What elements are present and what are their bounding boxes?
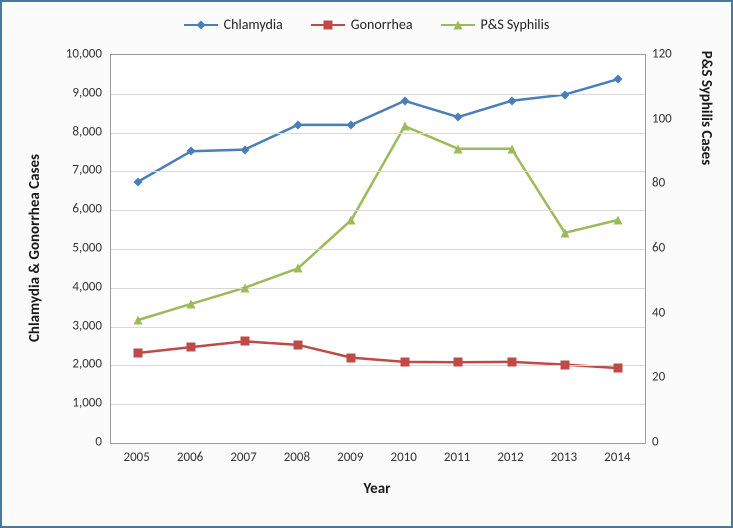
x-tick: 2006 (177, 450, 203, 465)
marker-syphilis (614, 210, 623, 229)
marker-gonorrhea (187, 338, 196, 357)
marker-chlamydia (454, 108, 463, 127)
marker-chlamydia (614, 70, 623, 89)
legend-label: Gonorrhea (351, 16, 413, 33)
y-left-tick: 8,000 (52, 124, 102, 139)
y-right-tick: 20 (652, 370, 665, 385)
chart-frame: Chlamydia Gonorrhea P&S Syphilis Chlamydia… (0, 0, 733, 528)
marker-gonorrhea (240, 332, 249, 351)
y-right-tick: 40 (652, 305, 665, 320)
y-left-tick: 10,000 (52, 47, 102, 62)
plot-area (110, 54, 646, 444)
series-line-gonorrhea (138, 341, 619, 368)
marker-chlamydia (133, 172, 142, 191)
y-left-tick: 4,000 (52, 279, 102, 294)
marker-gonorrhea (133, 343, 142, 362)
marker-chlamydia (560, 85, 569, 104)
legend-item-gonorrhea: Gonorrhea (311, 16, 413, 33)
marker-syphilis (507, 139, 516, 158)
marker-chlamydia (400, 91, 409, 110)
y-left-title: Chlamydia & Gonorrhea Cases (26, 138, 44, 358)
y-right-tick: 120 (652, 47, 672, 62)
marker-syphilis (133, 311, 142, 330)
marker-chlamydia (347, 115, 356, 134)
legend-item-chlamydia: Chlamydia (184, 16, 283, 33)
x-tick: 2010 (391, 450, 417, 465)
y-left-tick: 6,000 (52, 202, 102, 217)
marker-gonorrhea (560, 355, 569, 374)
marker-syphilis (347, 210, 356, 229)
legend-item-syphilis: P&S Syphilis (441, 16, 550, 33)
legend-label: P&S Syphilis (481, 16, 550, 33)
x-tick: 2012 (497, 450, 523, 465)
marker-chlamydia (507, 91, 516, 110)
y-right-title: P&S Syphilis Cases (697, 38, 715, 178)
y-left-tick: 0 (52, 435, 102, 450)
marker-syphilis (240, 278, 249, 297)
y-left-tick: 7,000 (52, 163, 102, 178)
y-right-tick: 60 (652, 241, 665, 256)
marker-syphilis (560, 223, 569, 242)
legend-label: Chlamydia (224, 16, 283, 33)
y-right-tick: 100 (652, 111, 672, 126)
marker-syphilis (454, 139, 463, 158)
y-left-tick: 5,000 (52, 241, 102, 256)
marker-gonorrhea (614, 359, 623, 378)
x-tick: 2013 (551, 450, 577, 465)
y-left-tick: 3,000 (52, 318, 102, 333)
y-right-tick: 0 (652, 435, 659, 450)
x-tick: 2009 (337, 450, 363, 465)
marker-gonorrhea (400, 352, 409, 371)
triangle-icon (453, 16, 462, 33)
x-tick: 2005 (124, 450, 150, 465)
marker-chlamydia (187, 142, 196, 161)
marker-gonorrhea (347, 348, 356, 367)
marker-chlamydia (240, 140, 249, 159)
square-icon (323, 16, 332, 33)
marker-syphilis (293, 259, 302, 278)
series-line-syphilis (138, 126, 619, 320)
y-left-tick: 1,000 (52, 396, 102, 411)
x-title: Year (337, 480, 417, 498)
x-tick: 2008 (284, 450, 310, 465)
marker-chlamydia (293, 115, 302, 134)
y-left-tick: 9,000 (52, 85, 102, 100)
x-tick: 2011 (444, 450, 470, 465)
marker-syphilis (187, 294, 196, 313)
marker-gonorrhea (454, 353, 463, 372)
y-left-tick: 2,000 (52, 357, 102, 372)
x-tick: 2014 (604, 450, 630, 465)
y-right-tick: 80 (652, 176, 665, 191)
marker-gonorrhea (293, 335, 302, 354)
x-tick: 2007 (230, 450, 256, 465)
diamond-icon (196, 16, 205, 33)
legend: Chlamydia Gonorrhea P&S Syphilis (2, 16, 731, 36)
marker-gonorrhea (507, 352, 516, 371)
marker-syphilis (400, 117, 409, 136)
